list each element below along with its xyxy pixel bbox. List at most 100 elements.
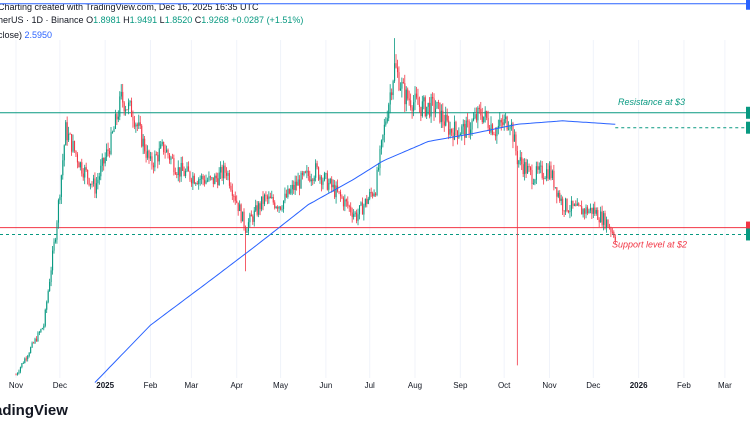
candle-body bbox=[483, 116, 485, 123]
candle-body bbox=[417, 97, 419, 105]
candle-body bbox=[518, 160, 520, 165]
candle-body bbox=[111, 131, 114, 133]
candle-body bbox=[72, 141, 74, 152]
candle-body bbox=[553, 170, 555, 188]
candle-body bbox=[471, 120, 473, 130]
candle-body bbox=[437, 102, 440, 103]
candle-body bbox=[60, 175, 62, 197]
candle-body bbox=[360, 202, 362, 206]
candle-body bbox=[528, 165, 530, 168]
candle-body bbox=[186, 166, 188, 172]
candle-body bbox=[97, 179, 99, 184]
candle-body bbox=[100, 165, 102, 177]
candle-body bbox=[328, 182, 330, 190]
candle-body bbox=[82, 173, 84, 178]
candle-body bbox=[312, 179, 314, 181]
candle-body bbox=[274, 202, 276, 208]
candle-body bbox=[106, 149, 108, 158]
candle-body bbox=[266, 196, 268, 199]
candle-body bbox=[185, 171, 187, 176]
x-tick-label: Mar bbox=[718, 381, 732, 390]
candle-body bbox=[610, 228, 612, 232]
candle-body bbox=[16, 373, 19, 375]
candle-body bbox=[339, 191, 342, 197]
candle-body bbox=[597, 210, 599, 220]
candle-body bbox=[394, 63, 396, 82]
candle-body bbox=[220, 166, 222, 173]
candle-body bbox=[208, 176, 210, 181]
candle-body bbox=[584, 209, 586, 214]
candle-body bbox=[388, 104, 390, 119]
candle-body bbox=[88, 178, 90, 186]
symbol-label: herUS · 1D · Binance bbox=[0, 15, 84, 25]
candle-body bbox=[250, 214, 252, 217]
candle-body bbox=[110, 132, 112, 155]
candle-body bbox=[376, 169, 378, 196]
candle-body bbox=[521, 157, 523, 165]
candle-body bbox=[122, 91, 124, 103]
candle-body bbox=[71, 134, 73, 152]
candle-body bbox=[94, 178, 96, 194]
candle-body bbox=[237, 202, 239, 212]
candle-body bbox=[221, 166, 223, 179]
candle-body bbox=[268, 196, 270, 199]
candle-body bbox=[487, 117, 489, 128]
candle-body bbox=[174, 172, 176, 175]
candle-body bbox=[472, 118, 475, 121]
candle-body bbox=[183, 170, 185, 176]
candle-body bbox=[242, 211, 244, 222]
candle-body bbox=[379, 149, 381, 169]
candle-body bbox=[319, 176, 321, 180]
candle-body bbox=[467, 120, 469, 122]
candle-body bbox=[38, 332, 40, 333]
candle-body bbox=[448, 120, 450, 135]
candle-body bbox=[475, 114, 478, 121]
candle-body bbox=[316, 163, 318, 168]
candle-body bbox=[247, 222, 249, 232]
candle-body bbox=[44, 309, 46, 326]
candle-body bbox=[294, 181, 296, 191]
x-tick-label: Nov bbox=[542, 381, 556, 390]
candle-body bbox=[166, 149, 168, 153]
candle-body bbox=[342, 198, 344, 207]
candle-body bbox=[429, 102, 431, 117]
candle-body bbox=[49, 282, 51, 292]
candle-body bbox=[345, 199, 347, 202]
candle-body bbox=[198, 179, 200, 185]
candle-body bbox=[109, 150, 111, 155]
candle-body bbox=[600, 211, 602, 223]
candle-body bbox=[310, 179, 312, 182]
candle-body bbox=[335, 185, 337, 198]
candle-body bbox=[318, 167, 320, 180]
candle-body bbox=[377, 168, 380, 170]
chart-credit: Charting created with TradingView.com, D… bbox=[0, 2, 259, 12]
candle-body bbox=[401, 82, 403, 89]
x-tick-label: Apr bbox=[230, 381, 243, 390]
candle-body bbox=[515, 134, 517, 152]
x-tick-label: May bbox=[273, 381, 288, 390]
candle-body bbox=[56, 222, 58, 240]
candle-body bbox=[569, 210, 571, 213]
candle-body bbox=[301, 172, 304, 175]
candle-body bbox=[68, 133, 70, 141]
candle-body bbox=[65, 122, 67, 146]
candle-body bbox=[155, 154, 157, 156]
candle-body bbox=[189, 171, 191, 180]
candle-body bbox=[212, 177, 214, 185]
candle-body bbox=[263, 194, 266, 204]
candle-body bbox=[432, 96, 434, 99]
low-value: 1.8520 bbox=[164, 15, 193, 25]
candle-body bbox=[361, 202, 363, 215]
candle-body bbox=[25, 358, 27, 360]
x-tick-label: Jun bbox=[319, 381, 332, 390]
candle-body bbox=[399, 88, 402, 90]
candle-body bbox=[296, 181, 298, 186]
candle-body bbox=[588, 210, 590, 214]
candle-body bbox=[405, 89, 407, 105]
candle-body bbox=[205, 180, 207, 184]
ohlc-legend: herUS · 1D · Binance O1.8981 H1.9491 L1.… bbox=[0, 15, 303, 25]
candle-body bbox=[168, 154, 171, 160]
candle-body bbox=[543, 177, 545, 179]
candle-body bbox=[407, 89, 409, 99]
